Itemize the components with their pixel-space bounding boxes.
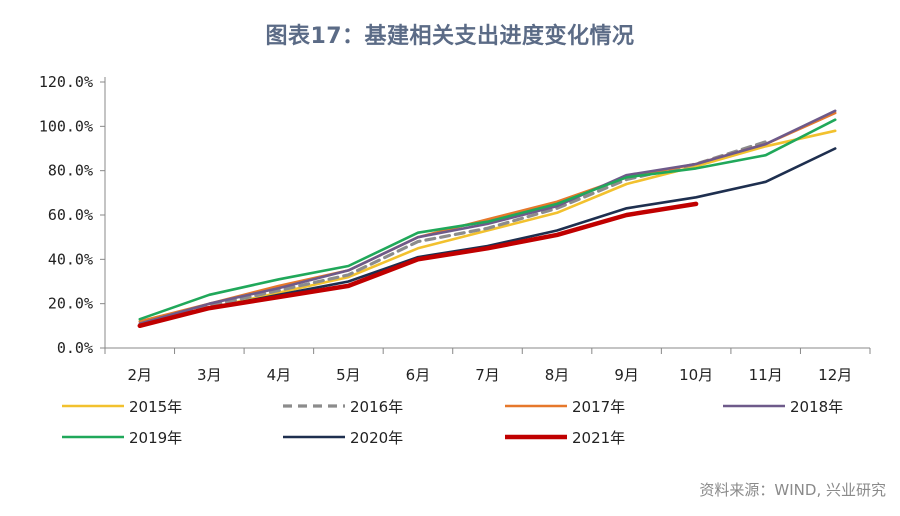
series-line-2015年 xyxy=(138,129,837,328)
x-tick-label: 3月 xyxy=(197,366,222,384)
series-line-2018年 xyxy=(138,109,837,325)
legend-label: 2021年 xyxy=(572,429,625,447)
y-tick-label: 120.0% xyxy=(39,73,93,91)
x-tick-label: 4月 xyxy=(267,366,292,384)
y-tick-label: 60.0% xyxy=(48,206,93,224)
x-axis: 2月 3月 4月 5月 6月 7月 8月 9月 10月 11月 12月 xyxy=(104,347,871,384)
legend: 2015年 2016年 2017年 2018年 2019年 2020年 2021年 xyxy=(62,398,843,447)
x-tick-label: 2月 xyxy=(127,366,152,384)
legend-label: 2019年 xyxy=(129,429,182,447)
y-tick-label: 80.0% xyxy=(48,162,93,180)
series-line-2021年 xyxy=(137,201,699,329)
y-tick-label: 100.0% xyxy=(39,117,93,135)
y-axis: 0.0% 20.0% 40.0% 60.0% 80.0% 100.0% 120.0% xyxy=(39,73,106,357)
y-tick-label: 0.0% xyxy=(57,339,93,357)
x-tick-label: 12月 xyxy=(818,366,852,384)
legend-label: 2015年 xyxy=(129,398,182,416)
series-line-2017年 xyxy=(138,111,837,323)
x-tick-label: 11月 xyxy=(749,366,783,384)
legend-label: 2020年 xyxy=(350,429,403,447)
x-tick-label: 7月 xyxy=(475,366,500,384)
x-tick-label: 5月 xyxy=(336,366,361,384)
legend-label: 2016年 xyxy=(350,398,403,416)
legend-label: 2017年 xyxy=(572,398,625,416)
source-note: 资料来源：WIND, 兴业研究 xyxy=(699,481,886,499)
legend-label: 2018年 xyxy=(790,398,843,416)
x-tick-label: 10月 xyxy=(679,366,713,384)
y-tick-label: 20.0% xyxy=(48,295,93,313)
x-tick-label: 6月 xyxy=(406,366,431,384)
x-tick-label: 8月 xyxy=(545,366,570,384)
series-line-2019年 xyxy=(138,118,837,321)
y-tick-label: 40.0% xyxy=(48,250,93,268)
x-tick-label: 9月 xyxy=(614,366,639,384)
chart-title: 图表17：基建相关支出进度变化情况 xyxy=(265,24,635,49)
series-lines xyxy=(137,109,837,329)
